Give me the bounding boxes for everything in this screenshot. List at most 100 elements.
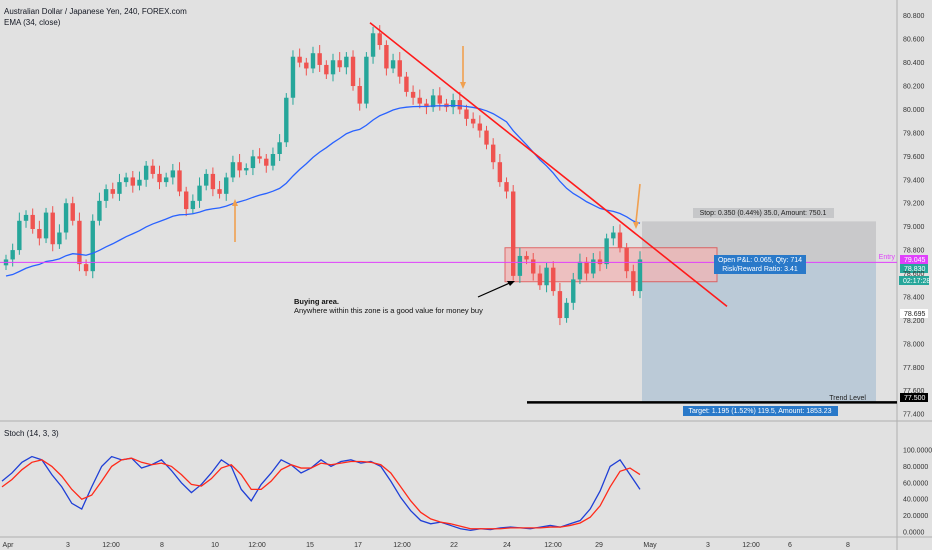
candle-body <box>297 56 302 63</box>
candle-body <box>117 182 122 194</box>
candle-body <box>357 86 362 104</box>
price-tick-label: 80.000 <box>903 107 925 114</box>
stop-box-text: Stop: 0.350 (0.44%) 35.0, Amount: 750.1 <box>700 210 827 217</box>
time-tick-label: 22 <box>450 542 458 549</box>
candle-body <box>617 232 623 248</box>
candle-body <box>571 279 576 303</box>
candle-body <box>77 220 82 265</box>
candle-body <box>163 177 169 183</box>
candle-body <box>137 179 142 186</box>
current-price-pill <box>900 264 928 273</box>
stop-box <box>693 208 834 218</box>
target-box-text: Target: 1.195 (1.52%) 119.5, Amount: 185… <box>688 408 831 415</box>
overlays <box>0 22 929 416</box>
candle-body <box>37 228 42 239</box>
candle-body <box>264 158 269 166</box>
annotation-labels: Buying area. Anywhere within this zone i… <box>294 210 930 415</box>
price-tick-label: 80.800 <box>903 13 925 20</box>
candle-body <box>457 100 463 110</box>
orange-arrow <box>635 183 641 223</box>
stochastic-pane <box>1 455 641 532</box>
stop-price-pill <box>900 255 928 264</box>
candle-body <box>524 255 529 260</box>
target-box <box>683 406 838 416</box>
symbol-title: Australian Dollar / Japanese Yen, 240, F… <box>4 7 187 16</box>
candle-body <box>350 56 356 87</box>
candle-body <box>130 177 135 186</box>
candle-body <box>637 259 643 292</box>
candle-body <box>604 238 609 265</box>
price-tick-label: 80.400 <box>903 60 925 67</box>
trend-level-text: Trend Level <box>829 395 866 402</box>
candle-body <box>504 182 509 192</box>
countdown-pill <box>899 276 929 285</box>
candle-body <box>190 200 196 210</box>
candle-body <box>430 95 436 108</box>
candle-body <box>531 259 536 274</box>
price-tick-label: 78.600 <box>903 271 925 278</box>
candle-body <box>63 203 69 233</box>
stoch-tick-label: 100.0000 <box>903 448 932 455</box>
time-tick-label: 24 <box>503 542 511 549</box>
time-tick-label: 3 <box>706 542 710 549</box>
candle-body <box>511 191 516 276</box>
candle-body <box>244 168 249 171</box>
buying-arrow <box>477 281 513 298</box>
price-tick-label: 78.200 <box>903 318 925 325</box>
candle-body <box>90 220 95 272</box>
price-tick-label: 80.200 <box>903 84 925 91</box>
buying-area-title: Buying area. <box>294 297 339 306</box>
price-tick-label: 80.600 <box>903 37 925 44</box>
orange-arrowhead-down <box>460 82 466 89</box>
stoch-tick-label: 40.0000 <box>903 497 928 504</box>
candle-body <box>57 232 62 245</box>
candle-body <box>470 118 476 124</box>
pnl-box <box>714 255 806 274</box>
candle-body <box>490 144 496 163</box>
price-tick-label: 78.000 <box>903 341 925 348</box>
time-tick-label: 12:00 <box>544 542 562 549</box>
candle-body <box>437 95 442 104</box>
candle-body <box>424 103 429 108</box>
time-tick-label: May <box>643 542 657 549</box>
candle-body <box>410 91 416 98</box>
time-tick-label: 12:00 <box>102 542 120 549</box>
time-tick-label: 17 <box>354 542 362 549</box>
price-tick-label: 79.400 <box>903 177 925 184</box>
candle-body <box>204 173 209 186</box>
candle-body <box>597 259 603 265</box>
buying-zone <box>504 247 718 283</box>
candle-body <box>43 212 49 239</box>
time-tick-label: 29 <box>595 542 603 549</box>
candle-body <box>230 162 236 178</box>
candle-body <box>537 273 543 286</box>
candle-body <box>290 56 296 98</box>
candle-body <box>584 261 589 274</box>
candle-body <box>544 267 549 286</box>
buying-area-subtitle: Anywhere within this zone is a good valu… <box>294 306 483 315</box>
candle-body <box>364 56 369 104</box>
entry-price-tag: 78.695 <box>904 311 926 318</box>
candle-body <box>197 185 202 201</box>
price-tick-label: 79.600 <box>903 154 925 161</box>
target-zone <box>642 262 876 403</box>
stoch-tick-label: 80.0000 <box>903 464 928 471</box>
ema-legend: EMA (34, close) <box>4 18 61 27</box>
candle-body <box>464 109 469 119</box>
stoch-k-line <box>1 455 641 532</box>
time-tick-label: Apr <box>3 542 15 549</box>
pnl-text-2: Risk/Reward Ratio: 3.41 <box>722 266 798 273</box>
candle-body <box>384 45 389 69</box>
time-tick-label: 12:00 <box>248 542 266 549</box>
candle-body <box>270 153 276 166</box>
candle-body <box>624 247 629 272</box>
stoch-tick-label: 20.0000 <box>903 513 928 520</box>
candle-body <box>237 162 242 171</box>
time-tick-label: 3 <box>66 542 70 549</box>
candle-body <box>324 64 329 75</box>
candle-body <box>631 271 636 292</box>
time-tick-label: 8 <box>846 542 850 549</box>
candle-body <box>30 214 35 229</box>
candle-body <box>477 123 483 131</box>
